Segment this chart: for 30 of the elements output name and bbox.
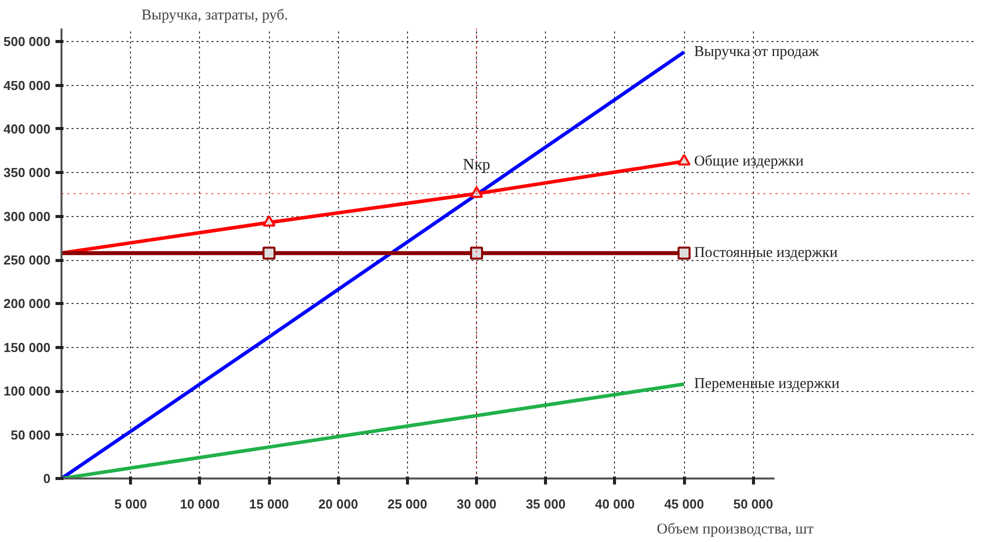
y-tick-label: 400 000 <box>4 121 51 136</box>
y-tick-label: 50 000 <box>10 427 51 442</box>
line-series <box>62 50 686 478</box>
line-series <box>62 382 686 478</box>
y-axis-title: Выручка, затраты, руб. <box>142 8 288 24</box>
x-tick-label: 40 000 <box>595 496 635 512</box>
y-tick-label: 200 000 <box>4 296 51 312</box>
series-label: Общие издержки <box>694 153 804 170</box>
x-tick-label: 15 000 <box>249 496 289 512</box>
x-tick-label: 5 000 <box>114 496 147 512</box>
y-tick-label: 450 000 <box>4 78 51 93</box>
x-tick-label: 10 000 <box>180 496 220 512</box>
x-tick-label: 30 000 <box>456 496 496 512</box>
x-tick-label: 50 000 <box>733 496 774 512</box>
x-tick-label: 45 000 <box>664 496 704 512</box>
x-axis-title: Объем производства, шт <box>656 522 814 538</box>
y-tick-label: 350 000 <box>4 165 51 180</box>
y-tick-label: 100 000 <box>4 384 51 399</box>
y-tick-label: 300 000 <box>4 208 51 224</box>
y-tick-label: 150 000 <box>4 340 51 355</box>
y-tick-label: 500 000 <box>4 34 51 50</box>
series-label: Постоянные издержки <box>694 245 838 262</box>
series-label: Выручка от продаж <box>694 44 820 60</box>
annotation: Nкр <box>462 156 490 174</box>
x-tick-label: 25 000 <box>387 496 428 512</box>
y-tick-label: 0 <box>43 471 51 486</box>
x-tick-label: 20 000 <box>318 496 358 512</box>
series-label: Переменные издержки <box>694 376 840 392</box>
x-tick-label: 35 000 <box>526 496 566 512</box>
y-tick-label: 250 000 <box>4 252 51 268</box>
